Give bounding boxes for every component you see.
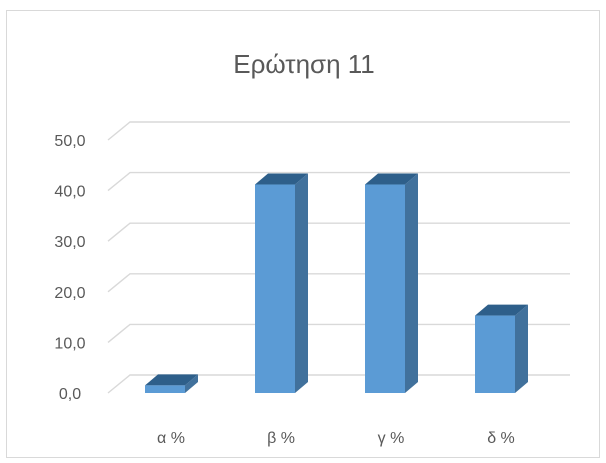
gridline [107, 323, 570, 343]
bar-side [405, 173, 418, 393]
chart-title: Ερώτηση 11 [233, 49, 375, 79]
bar-2 [255, 173, 308, 393]
bar-side [185, 374, 198, 393]
bar-front [145, 385, 185, 393]
bar-1 [145, 374, 198, 393]
gridline [107, 171, 570, 192]
bar-front [255, 184, 295, 393]
y-tick-label: 30,0 [54, 234, 85, 251]
y-tick-label: 40,0 [54, 184, 85, 201]
bar-top [255, 173, 308, 185]
gridline [107, 273, 570, 293]
y-tick-label: 20,0 [54, 285, 85, 302]
gridline [107, 374, 570, 394]
bar-3 [365, 173, 418, 393]
x-tick-label: β % [267, 430, 295, 447]
y-tick-label: 50,0 [54, 133, 85, 150]
bars [145, 173, 528, 393]
x-tick-label: α % [157, 430, 185, 447]
x-axis-ticks: α % β % γ % δ % [157, 430, 515, 447]
x-tick-label: γ % [378, 430, 405, 447]
bar-front [365, 184, 405, 393]
bar-side [515, 304, 528, 393]
bar-top [475, 304, 528, 316]
gridlines [107, 121, 570, 394]
y-tick-label: 0,0 [59, 386, 81, 403]
bar-top [365, 173, 418, 185]
bar-front [475, 315, 515, 393]
bar-4 [475, 304, 528, 393]
y-axis-ticks: 0,0 10,0 20,0 30,0 40,0 50,0 [54, 133, 85, 403]
bar-side [295, 173, 308, 393]
gridline [107, 121, 570, 141]
gridline [107, 222, 570, 242]
y-tick-label: 10,0 [54, 335, 85, 352]
x-tick-label: δ % [487, 430, 515, 447]
bar-top [145, 374, 198, 386]
